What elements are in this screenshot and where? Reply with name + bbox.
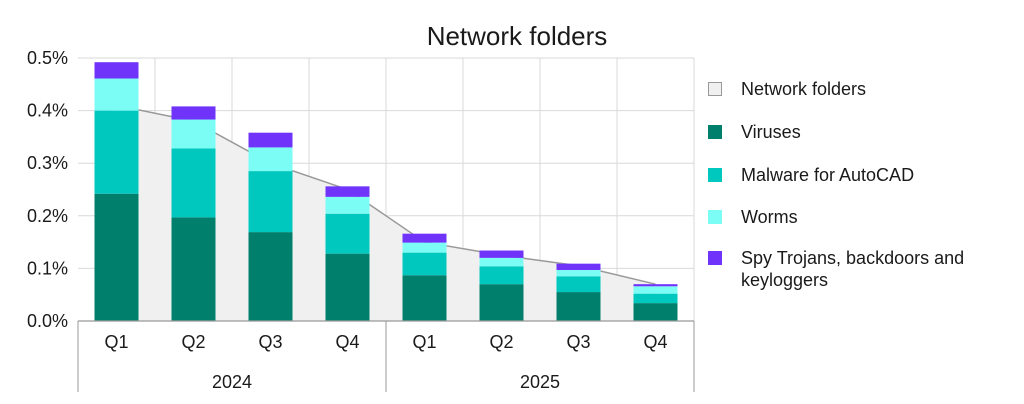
legend-label: Malware for AutoCAD xyxy=(741,165,915,185)
legend-swatch xyxy=(708,251,722,265)
y-tick-label: 0.4% xyxy=(27,101,68,121)
legend-label: Network folders xyxy=(741,79,867,99)
bar-segment-viruses xyxy=(325,253,370,321)
bar-segment-spy-trojans xyxy=(325,186,370,197)
legend-swatch xyxy=(708,82,722,96)
bar-segment-worms xyxy=(479,257,524,267)
bar-segment-malware-autocad xyxy=(402,252,447,276)
y-tick-label: 0.0% xyxy=(27,311,68,331)
bar-segment-spy-trojans xyxy=(556,263,601,270)
x-tick-label: Q2 xyxy=(181,332,205,352)
bar-segment-viruses xyxy=(248,232,293,321)
y-tick-label: 0.5% xyxy=(27,48,68,68)
legend-item-viruses: Viruses xyxy=(708,121,1016,143)
x-group-label: 2024 xyxy=(212,372,252,392)
legend-label: Spy Trojans, backdoors and keyloggers xyxy=(741,248,965,290)
bar-segment-viruses xyxy=(556,292,601,321)
x-tick-label: Q3 xyxy=(258,332,282,352)
y-tick-label: 0.2% xyxy=(27,206,68,226)
bar-segment-malware-autocad xyxy=(248,171,293,233)
legend-item-network-folders: Network folders xyxy=(708,78,1016,100)
x-tick-label: Q4 xyxy=(643,332,667,352)
bar-segment-spy-trojans xyxy=(248,132,293,148)
bar-segment-worms xyxy=(556,269,601,277)
bar-segment-worms xyxy=(633,286,678,294)
bar-segment-malware-autocad xyxy=(556,276,601,293)
bars xyxy=(94,62,678,321)
x-tick-label: Q1 xyxy=(412,332,436,352)
bar-segment-worms xyxy=(325,196,370,214)
legend-item-worms: Worms xyxy=(708,206,1016,228)
bar-segment-worms xyxy=(94,78,139,111)
legend-swatch xyxy=(708,168,722,182)
bar-segment-spy-trojans xyxy=(479,250,524,258)
x-group-label: 2025 xyxy=(520,372,560,392)
bar-segment-malware-autocad xyxy=(325,213,370,254)
bar-segment-malware-autocad xyxy=(479,266,524,285)
bar-segment-viruses xyxy=(402,275,447,321)
bar-segment-viruses xyxy=(479,284,524,321)
bar-segment-viruses xyxy=(94,193,139,321)
x-tick-label: Q2 xyxy=(489,332,513,352)
x-tick-label: Q1 xyxy=(104,332,128,352)
legend-label: Worms xyxy=(741,207,798,227)
bar-segment-worms xyxy=(402,242,447,253)
bar-segment-worms xyxy=(248,147,293,172)
legend-swatch xyxy=(708,125,722,139)
legend-item-spy-trojans: Spy Trojans, backdoors and keyloggers xyxy=(708,247,1016,291)
bar-segment-malware-autocad xyxy=(94,110,139,194)
bar-segment-spy-trojans xyxy=(171,106,216,120)
bar-segment-viruses xyxy=(633,303,678,321)
legend-item-malware-for-autocad: Malware for AutoCAD xyxy=(708,164,1016,186)
bar-segment-malware-autocad xyxy=(633,293,678,304)
chart-title: Network folders xyxy=(427,21,608,51)
bar-segment-spy-trojans xyxy=(94,62,139,79)
y-tick-label: 0.3% xyxy=(27,153,68,173)
x-tick-label: Q4 xyxy=(335,332,359,352)
bar-segment-viruses xyxy=(171,217,216,321)
bar-segment-spy-trojans xyxy=(633,284,678,287)
y-tick-label: 0.1% xyxy=(27,258,68,278)
bar-segment-worms xyxy=(171,119,216,149)
bar-segment-spy-trojans xyxy=(402,233,447,243)
legend-label: Viruses xyxy=(741,122,801,142)
x-tick-label: Q3 xyxy=(566,332,590,352)
bar-segment-malware-autocad xyxy=(171,148,216,218)
legend-swatch xyxy=(708,210,722,224)
